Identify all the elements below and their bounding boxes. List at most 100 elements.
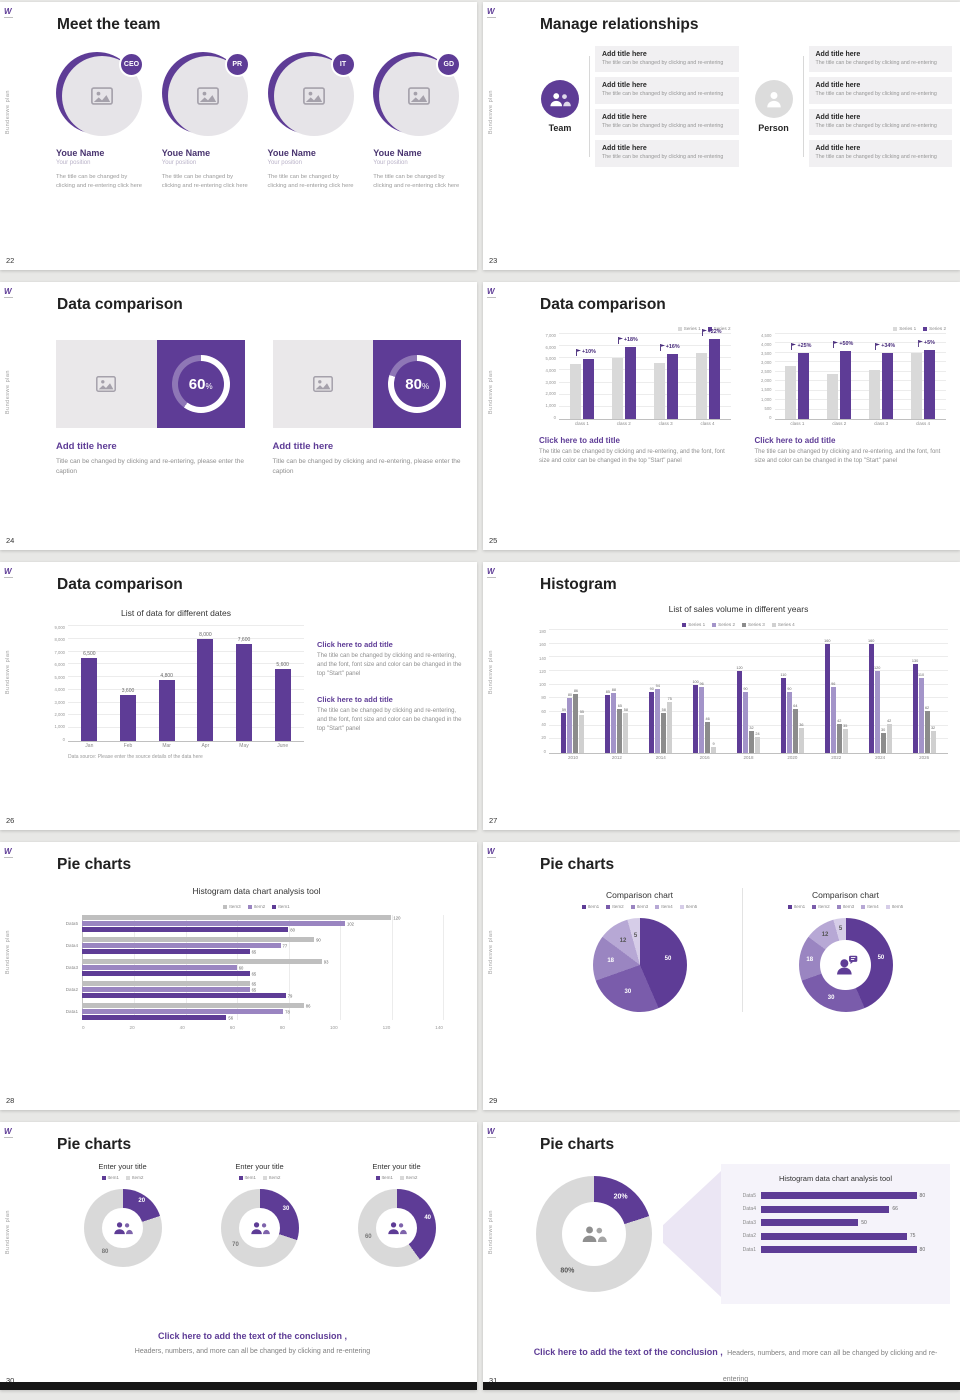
bar-group: 3,600 Feb [109, 626, 148, 749]
sidebar-vertical-text: Bundeswe plan [488, 370, 494, 415]
slide-23-manage-relationships[interactable]: W Bundeswe plan 23 Manage relationships … [483, 2, 960, 270]
legend-label: Item1 [587, 904, 600, 909]
sidebar-vertical-text: Bundeswe plan [5, 90, 11, 135]
y-tick-label: 4,000 [54, 687, 65, 693]
legend-label: Item3 [229, 904, 241, 909]
legend-label: Item5 [685, 904, 698, 909]
member-caption: The title can be changed by clicking and… [267, 174, 354, 189]
gridline [774, 408, 946, 410]
relation-box-title: Add title here [815, 82, 861, 90]
bar: 65 [82, 971, 256, 976]
donut-hole [376, 1207, 417, 1249]
x-category-label: 2026 [919, 755, 930, 760]
slide-29-pie-charts[interactable]: W Bundeswe plan 29 Pie charts Comparison… [483, 842, 960, 1110]
bar-track: 50 [761, 1219, 936, 1226]
bar: 56 [82, 1015, 233, 1020]
gridline [549, 738, 948, 740]
legend-item: Item3 [223, 904, 241, 909]
relation-box-caption: The title can be changed by clicking and… [815, 122, 937, 129]
brand-logo-icon: W [4, 567, 12, 576]
pie-zone: 20 80 [83, 1189, 162, 1267]
slice-value-label: 20 [138, 1198, 146, 1205]
sidebar-vertical-text: Bundeswe plan [488, 90, 494, 135]
bar-value-label: 110 [780, 672, 787, 677]
slide-26-data-comparison-columns[interactable]: W Bundeswe plan 26 Data comparison List … [0, 562, 477, 830]
gridline [68, 688, 304, 690]
donut-panel: Enter your title Item1 Item2 40 60 [328, 1162, 465, 1267]
y-tick-label: 4,000 [761, 342, 772, 348]
legend-swatch [223, 904, 228, 909]
bar: 42 [886, 719, 892, 753]
chart-legend: Item1 Item2 [101, 1175, 144, 1180]
bar [708, 338, 720, 419]
bar-value-label: 80 [290, 927, 295, 932]
slide-31-donut-with-bars[interactable]: W Bundeswe plan 31 Pie charts 20% 80% His… [483, 1122, 960, 1390]
legend-swatch [812, 904, 817, 909]
team-people-icon [541, 80, 579, 118]
slide-25-data-comparison-bars[interactable]: W Bundeswe plan 25 Data comparison Serie… [483, 282, 960, 550]
slide-sidebar: W Bundeswe plan 31 [483, 1122, 503, 1390]
bar: 59 [561, 708, 567, 753]
panel-title: Enter your title [235, 1162, 284, 1171]
card-visual: 60% [56, 340, 245, 428]
slide-24-data-comparison-donuts[interactable]: W Bundeswe plan 24 Data comparison 60% Ad… [0, 282, 477, 550]
bar-group: 6,500 Jan [70, 626, 109, 749]
note-title: Click here to add title [317, 640, 393, 649]
x-category-label: class 1 [574, 421, 589, 426]
bar-value-label: 75 [667, 696, 672, 701]
legend-swatch [861, 904, 866, 909]
bar: 80 [82, 927, 295, 932]
horizontal-bar-chart: Item3 Item2 Item1 Data5 120 102 80 Data4 90 77 65 D… [56, 904, 457, 1030]
gridline [549, 656, 948, 658]
relationship-diagram: Team Add title here The title can be chan… [535, 46, 952, 167]
bar: 93 [82, 959, 328, 964]
page-number: 22 [6, 256, 15, 265]
bar [695, 353, 707, 419]
legend-label: Item4 [867, 904, 879, 909]
bar: 65 [617, 704, 623, 753]
bar: 78 [82, 1009, 290, 1014]
sidebar-vertical-text: Bundeswe plan [5, 650, 11, 695]
legend-item: Item2 [606, 904, 624, 909]
bar: 88 [611, 688, 617, 753]
legend-swatch [400, 1175, 404, 1180]
slide-28-horizontal-bars[interactable]: W Bundeswe plan 28 Pie charts Histogram … [0, 842, 477, 1110]
bar-chart-body: 180 160 140 120 100 80 60 40 20 0 59 80 86 55 2010 85 88… [529, 629, 948, 760]
percent-sign: % [421, 382, 430, 391]
relation-box: Add title here The title can be changed b… [595, 46, 739, 73]
brand-logo-icon: W [487, 1127, 495, 1136]
card-caption: Title can be changed by clicking and re-… [272, 458, 461, 476]
role-badge: CEO [119, 52, 144, 77]
slide-22-meet-the-team[interactable]: W Bundeswe plan 22 Meet the team CEO Youe… [0, 2, 477, 270]
bar-track: 66 [761, 1205, 936, 1213]
bar-group: 160 96 42 35 2022 [814, 630, 858, 760]
x-tick-label: 140 [435, 1025, 443, 1030]
y-tick-label: 80 [541, 695, 546, 701]
slide-30-donut-trio[interactable]: W Bundeswe plan 30 Pie charts Enter your… [0, 1122, 477, 1390]
bar: 160 [824, 639, 830, 753]
y-category-label: Data1 [65, 1009, 78, 1014]
page-number: 29 [489, 1096, 498, 1105]
panel-title: Comparison chart [605, 890, 674, 900]
sidebar-vertical-text: Bundeswe plan [488, 1210, 494, 1255]
page-number: 31 [489, 1376, 498, 1385]
bar-value-label: 30 [881, 727, 886, 732]
plot-area: +10% class 1 +18% class 2 +16% class 3 +22% cla… [559, 328, 731, 426]
percent-value: 80 [405, 375, 422, 393]
bar-value-label: 88 [611, 687, 616, 692]
percent-donut: 80% [388, 355, 447, 413]
brand-logo-icon: W [487, 7, 495, 16]
sidebar-vertical-text: Bundeswe plan [488, 650, 494, 695]
y-category-label: Data4 [65, 943, 78, 948]
slide-sidebar: W Bundeswe plan 26 [0, 562, 20, 830]
gridline [549, 629, 948, 630]
y-tick-label: 7,000 [54, 649, 65, 655]
growth-label: +16% [659, 344, 680, 352]
slide-27-histogram[interactable]: W Bundeswe plan 27 Histogram List of sal… [483, 562, 960, 830]
horizontal-bars: Data5 80 Data4 66 Data3 50 Data2 75 Data1 80 [735, 1192, 936, 1253]
brand-logo-icon: W [4, 7, 12, 16]
gridline [774, 351, 946, 353]
flag-icon [791, 342, 797, 350]
y-tick-label: 7,000 [545, 333, 556, 338]
x-category-label: 2012 [611, 755, 622, 760]
